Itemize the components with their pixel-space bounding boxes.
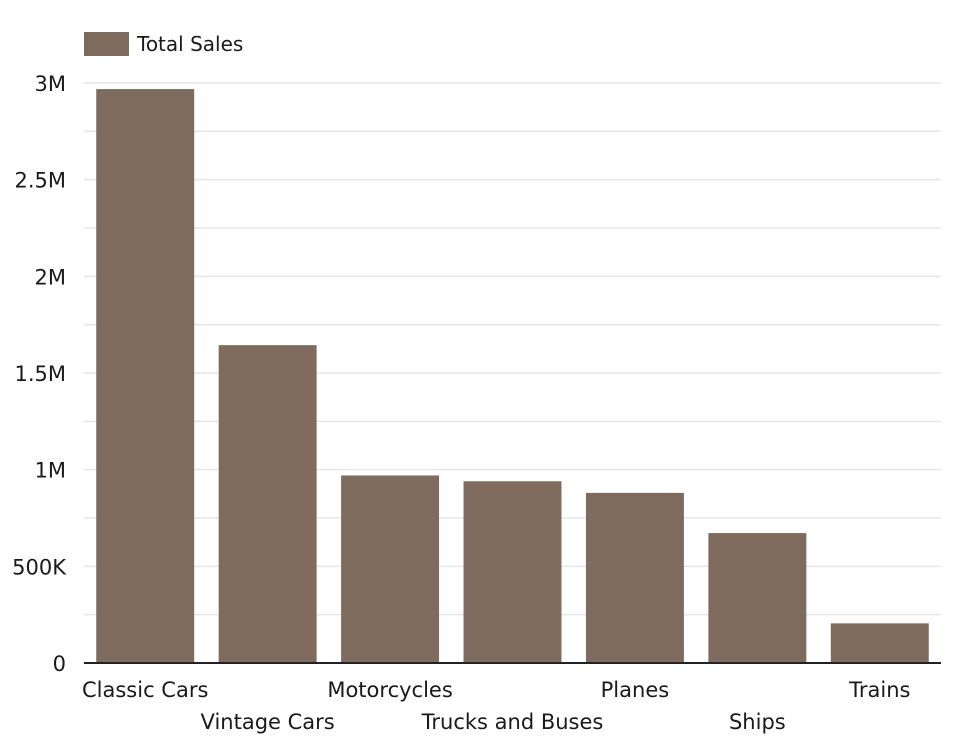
legend-label-total-sales: Total Sales — [136, 32, 243, 56]
legend-swatch-total-sales — [84, 32, 129, 56]
x-tick-label: Classic Cars — [82, 678, 208, 702]
y-tick-label: 2.5M — [14, 169, 66, 193]
x-tick-label: Trains — [848, 678, 910, 702]
bars — [96, 89, 929, 663]
x-tick-label: Planes — [601, 678, 670, 702]
y-tick-label: 1M — [35, 459, 66, 483]
bar-trucks-and-buses[interactable] — [463, 481, 562, 663]
x-tick-label: Trucks and Buses — [421, 710, 604, 734]
x-tick-label: Motorcycles — [327, 678, 452, 702]
y-tick-label: 0 — [53, 652, 66, 676]
bar-trains[interactable] — [830, 623, 929, 663]
bar-ships[interactable] — [708, 533, 807, 663]
bar-planes[interactable] — [585, 492, 684, 663]
bar-motorcycles[interactable] — [341, 475, 440, 663]
x-tick-label: Vintage Cars — [201, 710, 335, 734]
y-tick-label: 3M — [35, 72, 66, 96]
y-tick-label: 500K — [12, 555, 67, 579]
y-axis-ticks: 0 500K 1M 1.5M 2M 2.5M 3M — [12, 72, 67, 676]
x-tick-label: Ships — [729, 710, 786, 734]
y-tick-label: 1.5M — [14, 362, 66, 386]
bar-classic-cars[interactable] — [96, 89, 195, 663]
bar-vintage-cars[interactable] — [218, 345, 317, 663]
y-tick-label: 2M — [35, 265, 66, 289]
legend: Total Sales — [84, 32, 243, 56]
x-axis-ticks: Classic Cars Vintage Cars Motorcycles Truck… — [82, 678, 910, 734]
